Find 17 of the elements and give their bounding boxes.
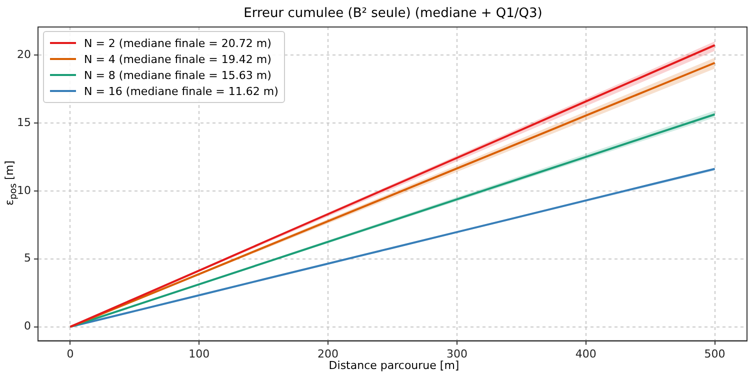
x-tick-label: 0 xyxy=(66,347,74,360)
legend-label: N = 8 (mediane finale = 15.63 m) xyxy=(84,68,272,82)
x-tick-label: 100 xyxy=(188,347,210,360)
x-tick-label: 500 xyxy=(704,347,726,360)
x-tick-label: 300 xyxy=(446,347,468,360)
x-axis-title: Distance parcourue [m] xyxy=(328,359,460,372)
y-tick-label: 10 xyxy=(16,184,31,197)
legend-label: N = 16 (mediane finale = 11.62 m) xyxy=(84,84,278,98)
y-tick-label: 0 xyxy=(24,320,31,333)
chart-title: Erreur cumulee (B² seule) (mediane + Q1/Q3) xyxy=(242,6,544,21)
y-tick-label: 15 xyxy=(16,116,31,129)
legend-label: N = 2 (mediane finale = 20.72 m) xyxy=(84,36,272,50)
x-tick-label: 200 xyxy=(318,347,339,360)
x-tick-label: 400 xyxy=(575,347,596,360)
legend-label: N = 4 (mediane finale = 19.42 m) xyxy=(84,52,272,66)
y-tick-label: 20 xyxy=(16,48,31,61)
y-tick-label: 5 xyxy=(24,252,31,265)
